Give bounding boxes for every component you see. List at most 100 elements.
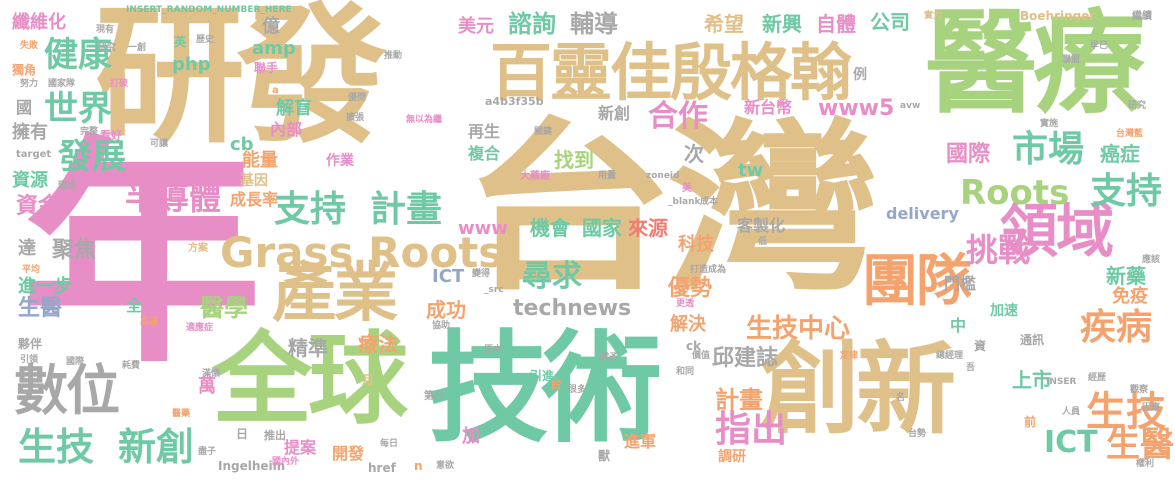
cloud-word: 人員 <box>1062 407 1081 417</box>
cloud-word: 高速 <box>140 317 159 327</box>
cloud-word: 聚焦 <box>52 238 97 263</box>
cloud-word: 醫療 <box>925 0 1145 129</box>
cloud-word: 團隊 <box>862 249 972 314</box>
cloud-word: 達 <box>18 238 36 259</box>
cloud-word: 聯手 <box>254 61 279 75</box>
cloud-word: 現有 <box>96 25 115 35</box>
cloud-word: 適應症 <box>186 323 214 333</box>
cloud-word: 擁有 <box>12 122 48 143</box>
cloud-word: 支持 <box>1090 171 1163 212</box>
cloud-word: 獨角 <box>12 63 37 77</box>
cloud-word: 上市 <box>1012 368 1052 392</box>
cloud-word: 經歷 <box>1088 373 1107 383</box>
cloud-word: 成本 <box>700 197 719 207</box>
cloud-word: 指出 <box>715 409 788 450</box>
cloud-word: INSER <box>1046 377 1077 387</box>
cloud-word: 邱建誌 <box>712 346 779 371</box>
cloud-word: 滿懷 <box>202 369 221 379</box>
cloud-word: 尋求 <box>522 259 582 294</box>
cloud-word: 全 <box>126 296 143 315</box>
cloud-word: 全球 <box>212 321 408 438</box>
cloud-word: 台勢 <box>908 429 927 439</box>
cloud-word: 台灣藍 <box>1116 129 1144 139</box>
cloud-word: Roots <box>960 173 1070 213</box>
cloud-word: 成功 <box>426 298 466 322</box>
cloud-word: 英 <box>174 35 187 49</box>
cloud-word: 新台幣 <box>744 98 793 117</box>
cloud-word: 生技 <box>18 425 95 469</box>
cloud-word: 平均 <box>22 265 41 275</box>
cloud-word: 國內外 <box>272 457 300 467</box>
cloud-word: 數位 <box>14 359 120 422</box>
cloud-word: cb <box>230 134 254 155</box>
cloud-word: 用量 <box>598 171 617 181</box>
cloud-word: 第八 <box>424 391 444 402</box>
cloud-word: 引領 <box>20 355 39 365</box>
cloud-word: 免疫 <box>1112 286 1148 307</box>
cloud-word: 百靈佳殷格翰 <box>490 36 852 109</box>
cloud-word: php <box>172 54 211 75</box>
cloud-word: 應該 <box>1142 255 1161 265</box>
cloud-word: amp <box>252 38 296 59</box>
cloud-word: 能量 <box>242 150 278 171</box>
cloud-word: 半導體 <box>125 179 222 217</box>
cloud-word: 打破 <box>110 79 129 89</box>
cloud-word: 國際 <box>66 357 85 367</box>
cloud-word: 打造成為 <box>690 265 727 275</box>
cloud-word: 努力 <box>20 79 39 89</box>
cloud-word: 找到 <box>554 148 594 172</box>
cloud-word: 國際 <box>946 142 991 167</box>
cloud-word: 計畫 <box>715 386 763 414</box>
cloud-word: 原本 <box>484 345 503 355</box>
cloud-word: 新創 <box>598 104 631 123</box>
cloud-word: 研究 <box>98 43 117 53</box>
cloud-word: 變得 <box>472 269 491 279</box>
cloud-word: 市場 <box>1012 129 1085 170</box>
cloud-word: 解盲 <box>276 98 312 119</box>
cloud-word: 因應 <box>1142 403 1161 413</box>
cloud-word: 完整 <box>80 127 99 137</box>
cloud-word: 創新 <box>760 331 956 448</box>
cloud-word: 成長率 <box>230 190 279 209</box>
cloud-word: 精準 <box>288 336 328 360</box>
cloud-word: 生醫 <box>1106 425 1174 465</box>
cloud-word: 失敗 <box>20 41 39 51</box>
cloud-word: 理想 <box>58 181 77 191</box>
cloud-word: 世界 <box>44 89 112 129</box>
cloud-word: _blank <box>668 197 701 207</box>
cloud-word: a4b3f35b <box>485 95 544 108</box>
cloud-word: 研究 <box>1128 101 1147 111</box>
cloud-word: 國 <box>16 98 33 117</box>
cloud-word: 計畫 <box>370 189 443 230</box>
cloud-word: 提案 <box>284 438 317 457</box>
cloud-word: 吾 <box>966 363 976 373</box>
cloud-word: 支持 <box>274 189 347 230</box>
cloud-word: a <box>272 85 279 96</box>
cloud-word: ICT <box>432 266 465 287</box>
cloud-word: tw <box>738 160 764 181</box>
cloud-word: 盡子 <box>198 447 217 457</box>
cloud-word: 通訊 <box>1020 333 1045 347</box>
cloud-word: 新藥 <box>1106 264 1146 288</box>
cloud-word: 美元 <box>458 16 494 37</box>
cloud-word: 繼續 <box>1132 11 1152 22</box>
cloud-word: 獸 <box>598 449 611 463</box>
cloud-word: 研發 <box>95 0 387 164</box>
cloud-word: 生技中心 <box>746 314 851 344</box>
cloud-word: www5 <box>818 96 895 121</box>
cloud-word: 輔導 <box>570 10 618 38</box>
cloud-word: 進軍 <box>624 432 657 451</box>
cloud-word: ck <box>686 339 702 353</box>
cloud-word: 無以為繼 <box>406 115 443 125</box>
cloud-word: 億 <box>262 16 280 37</box>
cloud-word: 產業 <box>272 257 398 331</box>
cloud-word: 醫藥 <box>172 409 191 419</box>
cloud-word: 意欲 <box>436 461 455 471</box>
cloud-word: 一創 <box>128 43 147 53</box>
cloud-word: 生技 <box>1086 389 1166 435</box>
cloud-word: 進一步 <box>18 276 72 297</box>
cloud-word: 實力 <box>924 11 943 21</box>
cloud-word: 再生 <box>468 122 501 141</box>
cloud-word: Ingelheim <box>218 459 286 473</box>
